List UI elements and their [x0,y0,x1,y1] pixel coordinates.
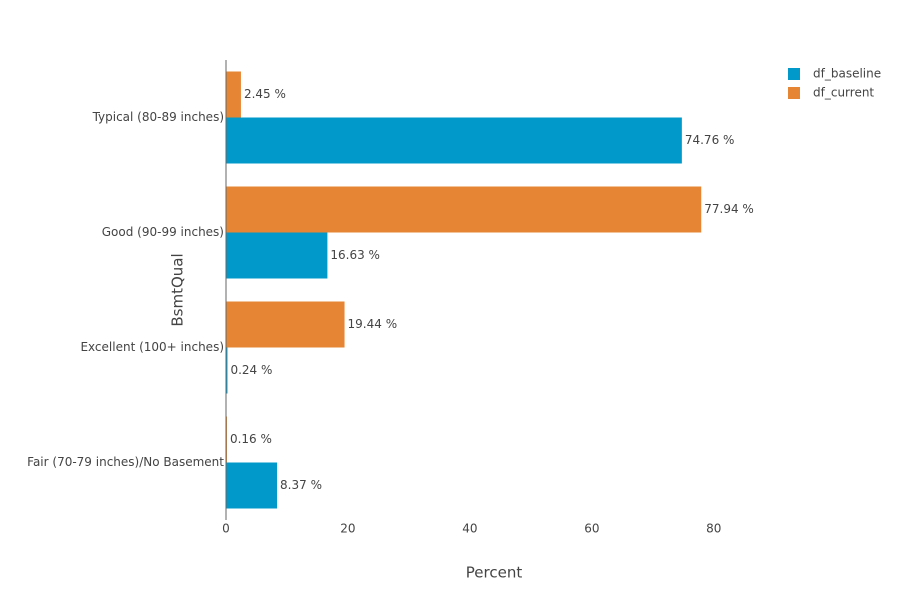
bar [226,186,702,233]
x-tick-label: 40 [462,522,477,536]
x-tick-label: 20 [340,522,355,536]
bar [226,347,228,394]
bar [226,71,241,118]
value-label: 74.76 % [685,133,735,147]
y-tick-label: Typical (80-89 inches) [92,110,224,124]
y-tick-label: Excellent (100+ inches) [80,340,224,354]
legend-swatch [788,87,800,99]
bar [226,117,682,164]
x-tick-label: 80 [706,522,721,536]
y-axis-label: BsmtQual [169,253,187,326]
legend-label: df_current [813,86,874,100]
bar [226,462,278,509]
x-axis-label: Percent [466,564,523,582]
x-tick-label: 60 [584,522,599,536]
x-tick-label: 0 [222,522,230,536]
value-label: 0.16 % [230,432,272,446]
y-tick-label: Good (90-99 inches) [102,225,224,239]
value-label: 0.24 % [230,363,272,377]
value-label: 16.63 % [330,248,380,262]
value-label: 2.45 % [244,87,286,101]
value-label: 19.44 % [348,317,398,331]
value-label: 77.94 % [704,202,754,216]
y-tick-label: Fair (70-79 inches)/No Basement [27,455,224,469]
legend-swatch [788,68,800,80]
legend-label: df_baseline [813,67,881,81]
value-label: 8.37 % [280,478,322,492]
bar [226,301,345,348]
bar [226,232,328,279]
